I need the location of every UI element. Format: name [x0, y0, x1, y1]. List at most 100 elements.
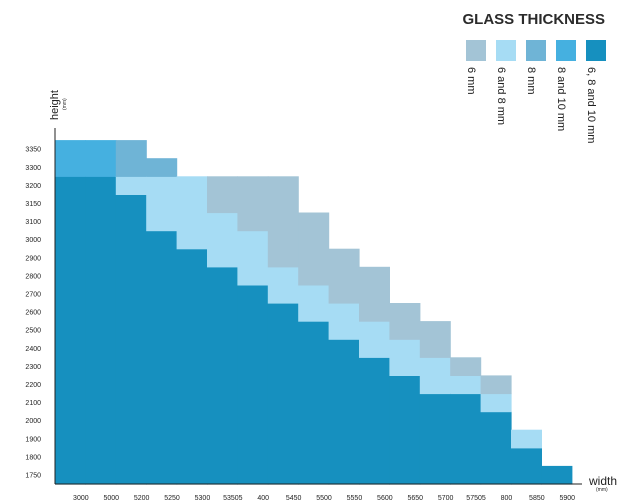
x-tick-label: 57505 [466, 495, 486, 502]
y-tick-label: 3000 [25, 237, 41, 244]
cell-5600-seg-0 [359, 357, 390, 485]
x-tick-label: 5650 [407, 495, 423, 502]
y-tick-label: 1800 [25, 454, 41, 461]
legend-label: 6 and 8 mm [495, 67, 507, 125]
y-tick-label: 2500 [25, 328, 41, 335]
cell-5500-seg-2 [298, 212, 330, 286]
cell-400-seg-0 [237, 284, 269, 485]
x-tick-label: 400 [257, 495, 269, 502]
y-tick-label: 2300 [25, 364, 41, 371]
x-tick-label: 5550 [347, 495, 363, 502]
cell-3000-seg-1 [55, 140, 86, 177]
cell-5300-seg-0 [176, 248, 208, 485]
legend-label: 6 mm [465, 67, 477, 95]
cell-5250-seg-1 [146, 176, 178, 232]
y-axis-unit: (mm) [62, 98, 68, 110]
cell-5700-seg-0 [419, 393, 451, 485]
y-tick-label: 3100 [25, 219, 41, 226]
cell-5850-seg-0 [511, 447, 542, 485]
cell-57505-seg-0 [450, 393, 482, 485]
y-tick-label: 3300 [25, 165, 41, 172]
cell-57505-seg-1 [450, 375, 482, 395]
cell-53505-seg-2 [207, 176, 238, 214]
y-tick-label: 2100 [25, 400, 41, 407]
legend: 6 mm 6 and 8 mm 8 mm 8 and 10 mm 6, 8 and 10… [465, 40, 606, 143]
cell-5850-seg-1 [511, 429, 542, 449]
legend-label: 8 mm [525, 67, 537, 95]
y-axis-label: height [49, 90, 61, 120]
cell-5000-seg-0 [85, 176, 117, 485]
cell-5600-seg-1 [359, 321, 390, 358]
y-tick-label: 2400 [25, 346, 41, 353]
y-tick-label: 2800 [25, 273, 41, 280]
cell-5700-seg-2 [419, 321, 451, 358]
x-axis-unit: (mm) [596, 487, 608, 493]
x-tick-label: 3000 [73, 495, 89, 502]
y-tick-labels: 1750 1800 1900 2000 2100 2200 2300 2400 2500 2600… [25, 147, 41, 480]
legend-swatch [466, 40, 486, 61]
cell-5650-seg-1 [389, 339, 421, 376]
x-tick-label: 5900 [559, 495, 575, 502]
thickness-cells [55, 140, 573, 485]
cell-5200-seg-0 [115, 194, 147, 485]
y-tick-label: 1900 [25, 436, 41, 443]
cell-5450-seg-1 [267, 266, 299, 304]
x-tick-label: 5200 [134, 495, 150, 502]
cell-400-seg-1 [237, 230, 269, 286]
x-tick-label: 5500 [316, 495, 332, 502]
x-tick-label: 5850 [529, 495, 545, 502]
y-tick-label: 2000 [25, 418, 41, 425]
cell-5250-seg-2 [146, 158, 178, 177]
legend-swatch [556, 40, 576, 61]
cell-800-seg-2 [480, 375, 512, 395]
x-tick-label: 5700 [438, 495, 454, 502]
cell-5450-seg-2 [267, 176, 299, 268]
legend-swatch [586, 40, 606, 61]
x-tick-label: 800 [501, 495, 513, 502]
y-tick-label: 3200 [25, 183, 41, 190]
x-tick-label: 5300 [195, 495, 211, 502]
cell-400-seg-2 [237, 176, 269, 232]
cell-3000-seg-0 [55, 176, 86, 485]
cell-5500-seg-1 [298, 284, 330, 322]
cell-5550-seg-0 [328, 339, 360, 485]
cell-5650-seg-2 [389, 303, 421, 340]
x-axis-label: width [588, 474, 617, 488]
y-tick-label: 2200 [25, 382, 41, 389]
legend-swatch [526, 40, 546, 61]
cell-5900-seg-0 [541, 465, 573, 485]
legend-label: 6, 8 and 10 mm [585, 67, 597, 143]
cell-5700-seg-1 [419, 357, 451, 395]
cell-800-seg-1 [480, 393, 512, 413]
y-tick-label: 2600 [25, 310, 41, 317]
cell-53505-seg-1 [207, 212, 238, 268]
y-tick-label: 2900 [25, 255, 41, 262]
cell-5250-seg-0 [146, 230, 178, 485]
x-tick-label: 53505 [223, 495, 243, 502]
y-tick-label: 2700 [25, 291, 41, 298]
cell-5300-seg-1 [176, 176, 208, 250]
x-tick-label: 5450 [286, 495, 302, 502]
cell-5650-seg-0 [389, 375, 421, 485]
cell-5200-seg-1 [115, 176, 147, 195]
cell-5550-seg-1 [328, 303, 360, 340]
cell-5600-seg-2 [359, 266, 390, 322]
y-tick-label: 3150 [25, 201, 41, 208]
x-tick-labels: 3000 5000 5200 5250 5300 53505 400 5450 5500 5550… [73, 495, 575, 502]
y-tick-label: 3350 [25, 147, 41, 154]
x-tick-label: 5250 [164, 495, 180, 502]
cell-5450-seg-0 [267, 303, 299, 485]
cell-5500-seg-0 [298, 321, 330, 485]
cell-5550-seg-2 [328, 248, 360, 304]
chart-title: GLASS THICKNESS [462, 11, 605, 28]
x-tick-label: 5000 [103, 495, 119, 502]
cell-57505-seg-2 [450, 357, 482, 376]
legend-swatch [496, 40, 516, 61]
cell-5000-seg-1 [85, 140, 117, 177]
legend-label: 8 and 10 mm [555, 67, 567, 131]
cell-53505-seg-0 [207, 266, 238, 485]
y-tick-label: 1750 [25, 472, 41, 479]
cell-5200-seg-2 [115, 140, 147, 177]
x-tick-label: 5600 [377, 495, 393, 502]
